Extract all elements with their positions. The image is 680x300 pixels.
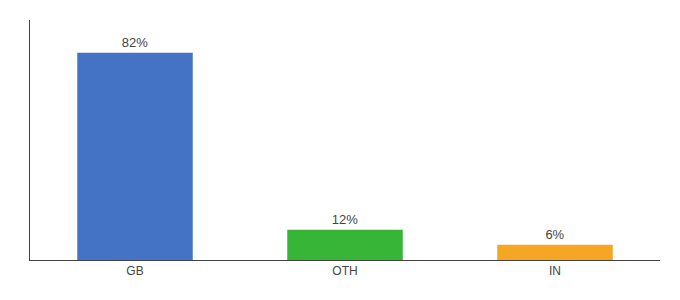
svg-text:IN: IN [549,264,561,278]
svg-text:GB: GB [126,264,143,278]
svg-text:6%: 6% [545,227,564,242]
svg-text:OTH: OTH [332,264,357,278]
svg-text:82%: 82% [122,35,148,50]
svg-text:12%: 12% [332,212,358,227]
